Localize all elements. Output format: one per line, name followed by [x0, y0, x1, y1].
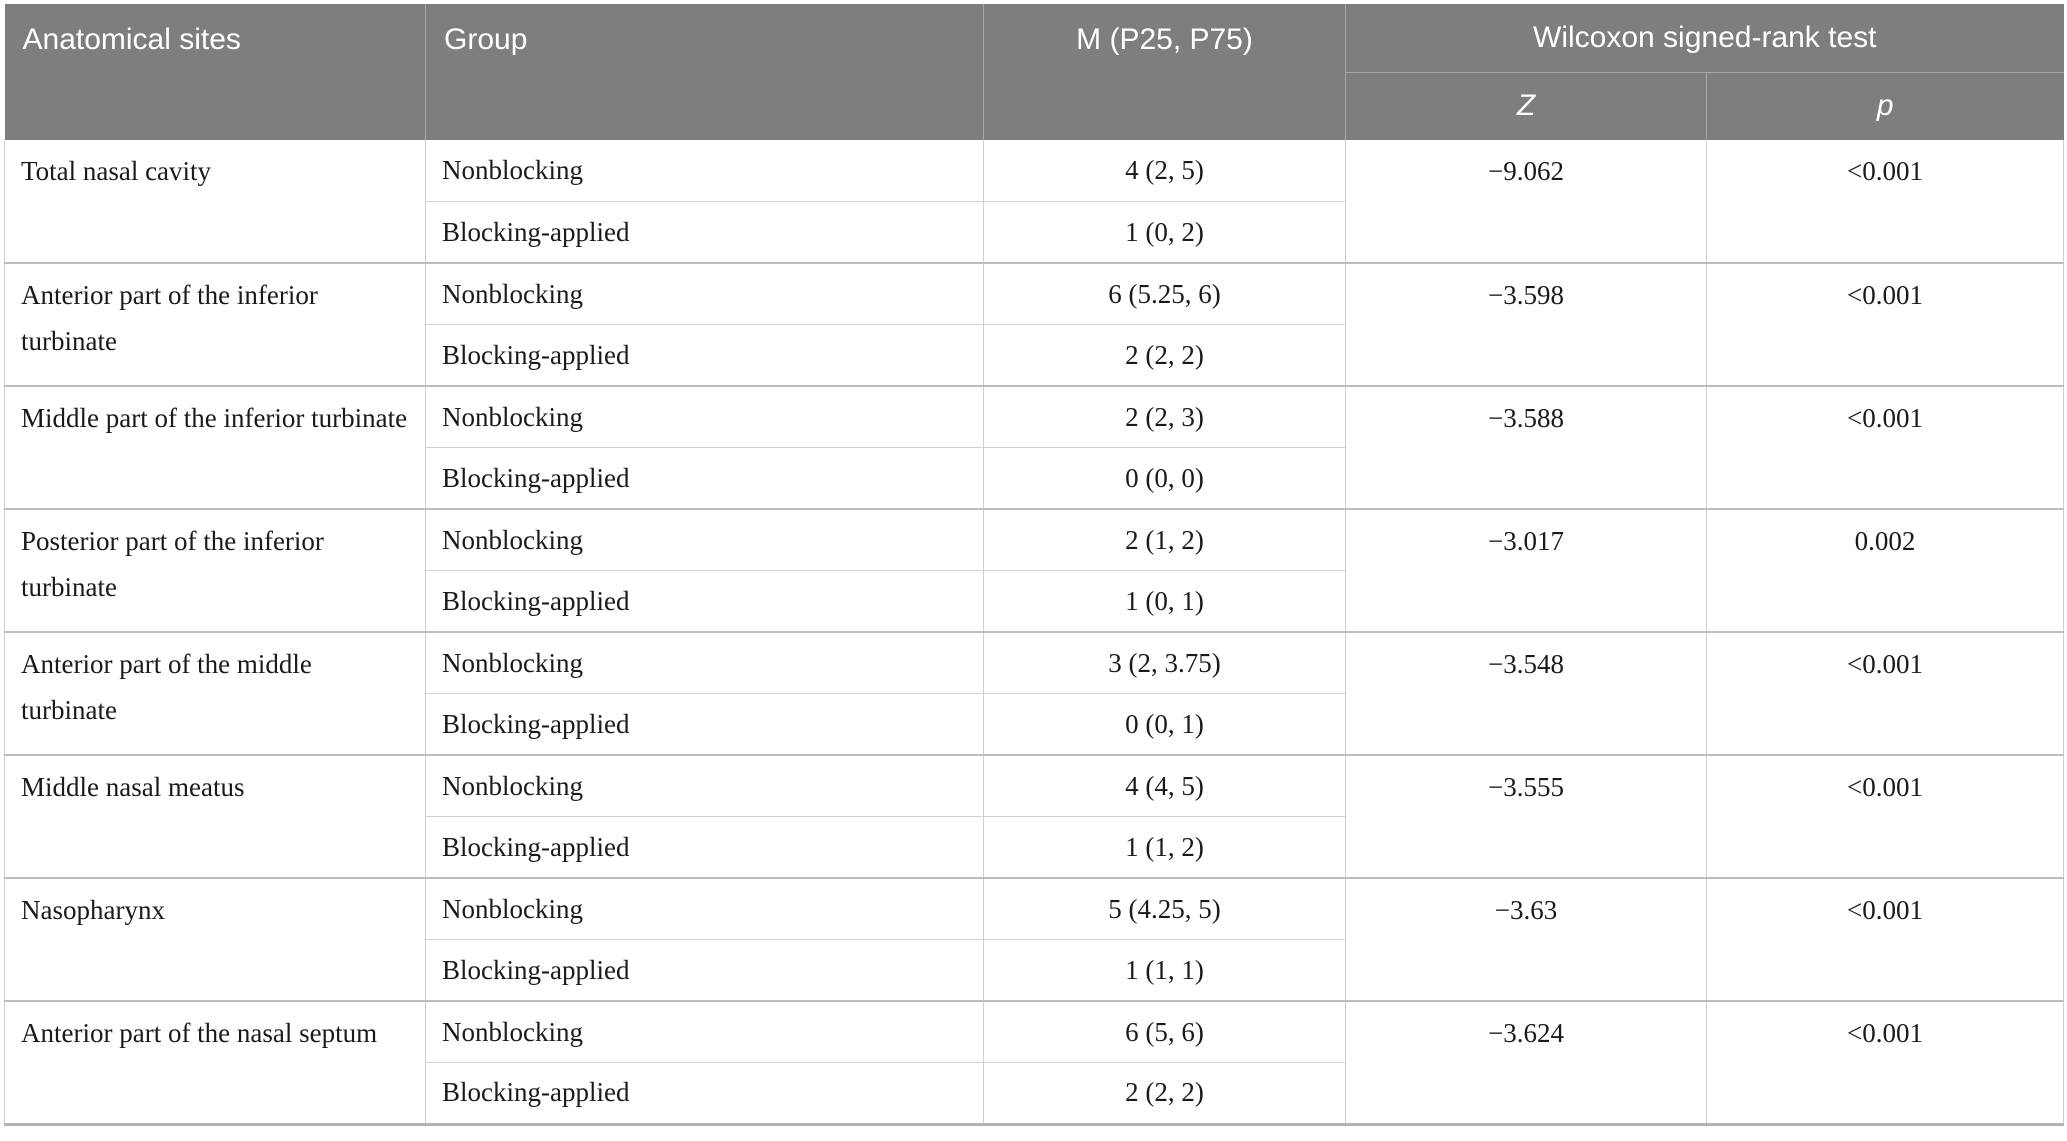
column-header-anatomical-sites: Anatomical sites [4, 4, 426, 140]
table-row: Blocking-applied 1 (1, 2) [5, 816, 2064, 879]
group-cell: Nonblocking [425, 509, 984, 571]
group-cell: Nonblocking [425, 632, 984, 694]
site-cell: Total nasal cavity [4, 140, 426, 264]
table-row: Blocking-applied 2 (2, 2) [5, 1062, 2064, 1125]
group-cell: Nonblocking [425, 140, 984, 202]
table-row: Blocking-applied 0 (0, 0) [5, 447, 2064, 510]
z-value-cell: −9.062 [1345, 140, 1707, 264]
table-header: Anatomical sites Group M (P25, P75) Wilc… [4, 4, 2064, 140]
table-row: Middle nasal meatus Nonblocking 4 (4, 5)… [4, 755, 2065, 879]
table-row: Posterior part of the inferior turbinate… [4, 509, 2065, 633]
site-cell: Posterior part of the inferior turbinate [4, 509, 426, 633]
p-value-cell: <0.001 [1706, 755, 2065, 879]
m-value-cell: 2 (2, 2) [983, 1062, 1346, 1125]
z-value-cell: −3.017 [1345, 509, 1707, 633]
table-row: Anterior part of the nasal septum Nonblo… [4, 1001, 2065, 1125]
table-body: Total nasal cavity Nonblocking 4 (2, 5) … [4, 140, 2065, 1125]
m-value-cell: 2 (2, 2) [983, 324, 1346, 387]
group-cell: Blocking-applied [425, 939, 984, 1002]
group-cell: Nonblocking [425, 878, 984, 940]
z-value-cell: −3.63 [1345, 878, 1707, 1002]
group-cell: Nonblocking [425, 263, 984, 325]
table-row: Middle part of the inferior turbinate No… [4, 386, 2065, 510]
table-row: Anterior part of the middle turbinate No… [4, 632, 2065, 756]
site-cell: Middle nasal meatus [4, 755, 426, 879]
m-value-cell: 2 (2, 3) [983, 386, 1346, 448]
site-cell: Anterior part of the inferior turbinate [4, 263, 426, 387]
m-value-cell: 1 (1, 2) [983, 816, 1346, 879]
z-value-cell: −3.555 [1345, 755, 1707, 879]
column-header-m-p25-p75: M (P25, P75) [983, 4, 1346, 140]
site-cell: Anterior part of the middle turbinate [4, 632, 426, 756]
table-row: Blocking-applied 1 (0, 1) [5, 570, 2064, 633]
table-row: Anterior part of the inferior turbinate … [4, 263, 2065, 387]
p-value-cell: <0.001 [1706, 878, 2065, 1002]
group-cell: Blocking-applied [425, 201, 984, 264]
p-value-cell: <0.001 [1706, 140, 2065, 264]
p-value-cell: <0.001 [1706, 1001, 2065, 1125]
table-row: Blocking-applied 1 (1, 1) [5, 939, 2064, 1002]
site-cell: Middle part of the inferior turbinate [4, 386, 426, 510]
m-value-cell: 0 (0, 0) [983, 447, 1346, 510]
group-cell: Nonblocking [425, 1001, 984, 1063]
m-value-cell: 6 (5, 6) [983, 1001, 1346, 1063]
column-header-group: Group [425, 4, 984, 140]
z-value-cell: −3.624 [1345, 1001, 1707, 1125]
m-value-cell: 4 (4, 5) [983, 755, 1346, 817]
group-cell: Blocking-applied [425, 816, 984, 879]
m-value-cell: 1 (0, 1) [983, 570, 1346, 633]
wilcoxon-results-table: Anatomical sites Group M (P25, P75) Wilc… [4, 4, 2065, 1126]
z-value-cell: −3.588 [1345, 386, 1707, 510]
header-row-top: Anatomical sites Group M (P25, P75) Wilc… [4, 4, 2064, 140]
m-value-cell: 1 (0, 2) [983, 201, 1346, 264]
m-value-cell: 6 (5.25, 6) [983, 263, 1346, 325]
column-header-p: p [1706, 72, 2064, 140]
group-cell: Blocking-applied [425, 447, 984, 510]
p-value-cell: <0.001 [1706, 386, 2065, 510]
table-row: Blocking-applied 0 (0, 1) [5, 693, 2064, 756]
group-cell: Blocking-applied [425, 693, 984, 756]
m-value-cell: 4 (2, 5) [983, 140, 1346, 202]
m-value-cell: 0 (0, 1) [983, 693, 1346, 756]
column-header-z: Z [1345, 72, 1707, 140]
group-cell: Nonblocking [425, 386, 984, 448]
site-cell: Anterior part of the nasal septum [4, 1001, 426, 1125]
site-cell: Nasopharynx [4, 878, 426, 1002]
group-cell: Blocking-applied [425, 1062, 984, 1125]
m-value-cell: 5 (4.25, 5) [983, 878, 1346, 940]
table-row: Nasopharynx Nonblocking 5 (4.25, 5) −3.6… [4, 878, 2065, 1002]
table-row: Blocking-applied 1 (0, 2) [5, 201, 2064, 264]
group-cell: Nonblocking [425, 755, 984, 817]
group-cell: Blocking-applied [425, 324, 984, 387]
column-header-wilcoxon-test: Wilcoxon signed-rank test [1345, 4, 2064, 73]
p-value-cell: <0.001 [1706, 263, 2065, 387]
group-cell: Blocking-applied [425, 570, 984, 633]
m-value-cell: 3 (2, 3.75) [983, 632, 1346, 694]
z-value-cell: −3.598 [1345, 263, 1707, 387]
m-value-cell: 2 (1, 2) [983, 509, 1346, 571]
table-row: Total nasal cavity Nonblocking 4 (2, 5) … [4, 140, 2065, 264]
z-value-cell: −3.548 [1345, 632, 1707, 756]
p-value-cell: 0.002 [1706, 509, 2065, 633]
m-value-cell: 1 (1, 1) [983, 939, 1346, 1002]
header-row-sub: Z p [5, 72, 2064, 140]
table-row: Blocking-applied 2 (2, 2) [5, 324, 2064, 387]
p-value-cell: <0.001 [1706, 632, 2065, 756]
